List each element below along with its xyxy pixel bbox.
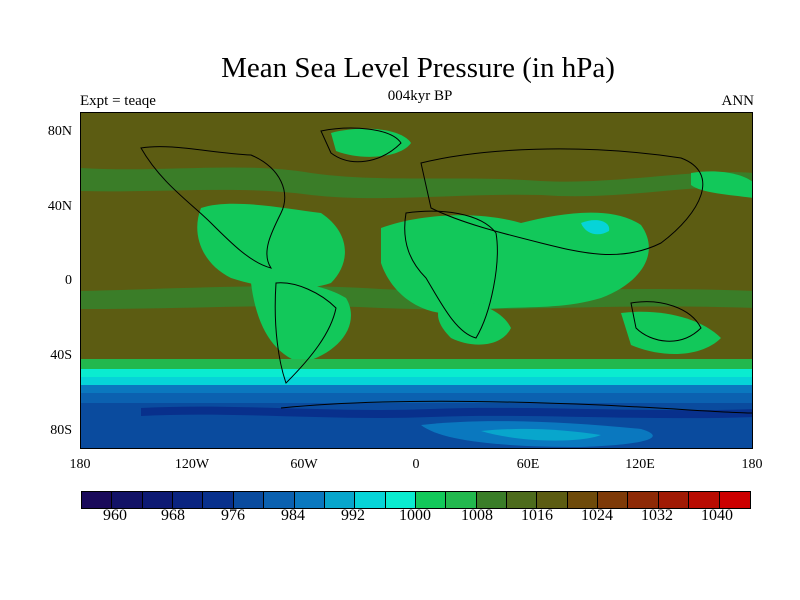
colorbar-label-1016: 1016 [521, 507, 553, 524]
colorbar-swatch-0 [82, 492, 113, 508]
colorbar [81, 491, 751, 509]
colorbar-swatch-11 [415, 492, 447, 508]
experiment-label: Expt = teaqe [80, 93, 156, 109]
colorbar-swatch-18 [628, 492, 659, 508]
colorbar-swatch-8 [324, 492, 356, 508]
colorbar-label-984: 984 [281, 507, 305, 524]
season-label: ANN [721, 93, 755, 109]
lon-tick-120w: 120W [174, 457, 210, 472]
colorbar-label-1000: 1000 [399, 507, 431, 524]
colorbar-label-1032: 1032 [641, 507, 673, 524]
colorbar-swatch-4 [203, 492, 234, 508]
colorbar-swatch-5 [233, 492, 265, 508]
colorbar-label-992: 992 [341, 507, 365, 524]
lat-tick-0: 0 [65, 273, 72, 288]
colorbar-swatch-19 [658, 492, 690, 508]
lon-tick-0: 0 [412, 457, 420, 472]
colorbar-swatch-13 [476, 492, 508, 508]
lon-tick-60w: 60W [290, 457, 318, 472]
map-title: Mean Sea Level Pressure (in hPa) [221, 52, 615, 84]
lat-tick-40n: 40N [47, 199, 72, 214]
colorbar-swatch-21 [719, 492, 750, 508]
colorbar-swatch-9 [355, 492, 386, 508]
lat-tick-40s: 40S [50, 348, 72, 363]
colorbar-label-1024: 1024 [581, 507, 613, 524]
colorbar-swatch-12 [446, 492, 477, 508]
lon-tick-180w: 180 [69, 457, 91, 472]
colorbar-swatch-14 [507, 492, 538, 508]
lon-tick-180e: 180 [741, 457, 763, 472]
colorbar-swatch-1 [112, 492, 143, 508]
colorbar-swatch-16 [567, 492, 599, 508]
colorbar-label-960: 960 [103, 507, 127, 524]
colorbar-swatch-2 [142, 492, 174, 508]
colorbar-label-1040: 1040 [701, 507, 733, 524]
colorbar-swatch-7 [294, 492, 325, 508]
colorbar-label-1008: 1008 [461, 507, 493, 524]
lat-tick-80n: 80N [47, 124, 72, 139]
colorbar-swatch-15 [537, 492, 568, 508]
colorbar-swatch-10 [385, 492, 416, 508]
colorbar-swatch-3 [173, 492, 204, 508]
lon-tick-60e: 60E [516, 457, 540, 472]
lon-tick-120e: 120E [625, 457, 655, 472]
pressure-map [80, 112, 753, 449]
colorbar-swatch-20 [689, 492, 720, 508]
colorbar-swatch-6 [264, 492, 295, 508]
period-label: 004kyr BP [387, 88, 453, 104]
colorbar-label-968: 968 [161, 507, 185, 524]
colorbar-label-976: 976 [221, 507, 245, 524]
pressure-field-svg [81, 113, 752, 448]
colorbar-swatch-17 [598, 492, 629, 508]
lat-tick-80s: 80S [50, 423, 72, 438]
